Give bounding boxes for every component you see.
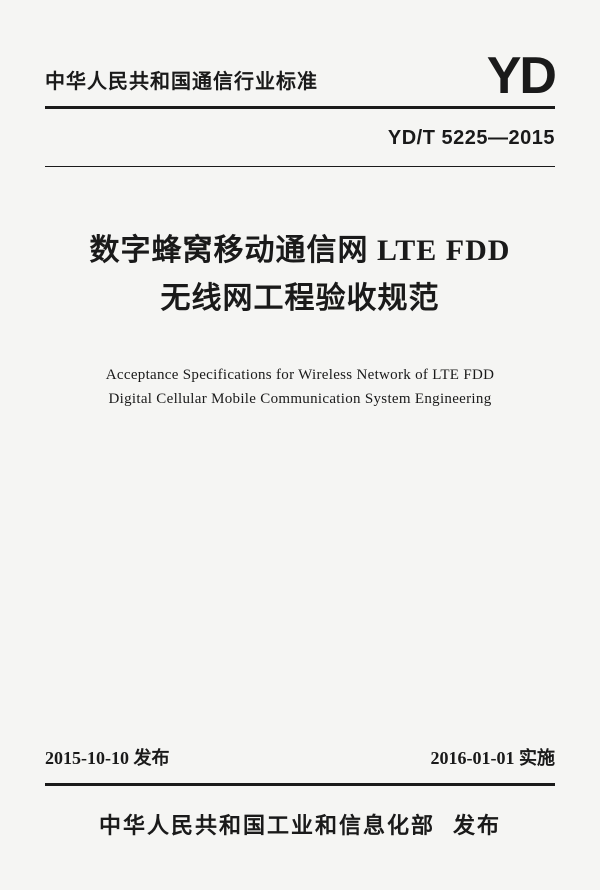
title-block: 数字蜂窝移动通信网 LTE FDD 无线网工程验收规范 Acceptance S… xyxy=(45,227,555,411)
title-cn-line2: 无线网工程验收规范 xyxy=(45,275,555,323)
issuer-org: 中华人民共和国工业和信息化部 xyxy=(99,813,435,838)
title-chinese: 数字蜂窝移动通信网 LTE FDD 无线网工程验收规范 xyxy=(45,227,555,323)
title-english: Acceptance Specifications for Wireless N… xyxy=(45,363,555,411)
top-rule xyxy=(45,106,555,109)
title-en-line1: Acceptance Specifications for Wireless N… xyxy=(45,363,555,387)
code-rule xyxy=(45,166,555,167)
dates-row: 2015-10-10 发布 2016-01-01 实施 xyxy=(45,744,555,778)
bottom-rule-wrap xyxy=(45,779,555,786)
organization-label: 中华人民共和国通信行业标准 xyxy=(45,65,318,102)
header-row: 中华人民共和国通信行业标准 YD xyxy=(45,50,555,102)
standard-code: YD/T 5225—2015 xyxy=(45,127,555,150)
yd-logo: YD xyxy=(487,50,555,102)
title-en-line2: Digital Cellular Mobile Communication Sy… xyxy=(45,387,555,411)
issuer-action: 发布 xyxy=(453,813,501,838)
publish-date: 2015-10-10 发布 xyxy=(45,744,170,770)
effective-date: 2016-01-01 实施 xyxy=(431,744,556,770)
issuer: 中华人民共和国工业和信息化部发布 xyxy=(45,808,555,840)
title-cn-line1: 数字蜂窝移动通信网 LTE FDD xyxy=(45,227,555,275)
bottom-rule xyxy=(45,783,555,786)
